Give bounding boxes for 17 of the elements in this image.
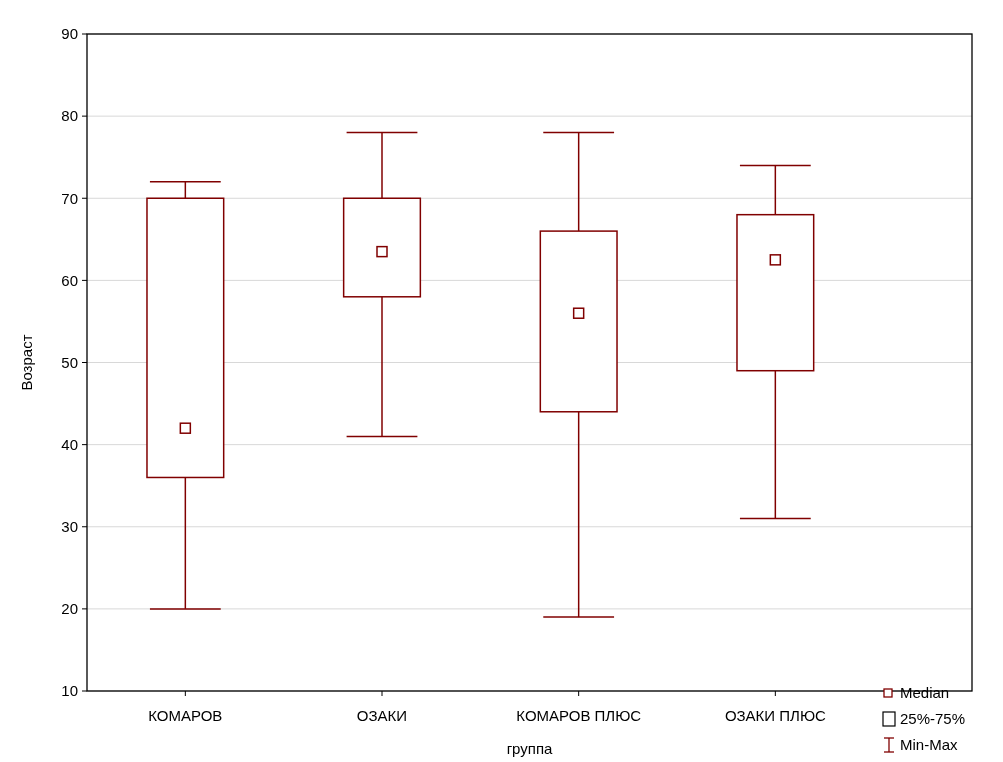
y-tick-label: 60 xyxy=(61,271,78,289)
x-tick-label: ОЗАКИ xyxy=(356,707,408,724)
y-tick-label: 80 xyxy=(61,107,78,125)
x-tick-label: ОЗАКИ ПЛЮС xyxy=(724,707,826,724)
y-tick-label: 10 xyxy=(61,682,78,700)
x-axis-title: группа xyxy=(506,740,554,757)
y-tick-label: 20 xyxy=(61,600,78,618)
y-tick-label: 30 xyxy=(61,518,78,535)
y-tick-label: 40 xyxy=(61,435,78,453)
y-axis-title: Возраст xyxy=(18,334,35,391)
text: Min-Max xyxy=(900,736,958,754)
y-tick-label: 90 xyxy=(61,25,78,43)
x-tick-label: КОМАРОВ ПЛЮС xyxy=(516,707,642,724)
x-tick-label: КОМАРОВ xyxy=(148,707,223,724)
y-tick-label: 50 xyxy=(61,353,78,371)
y-tick-label: 70 xyxy=(61,189,78,207)
text: 25%-75% xyxy=(900,710,966,728)
